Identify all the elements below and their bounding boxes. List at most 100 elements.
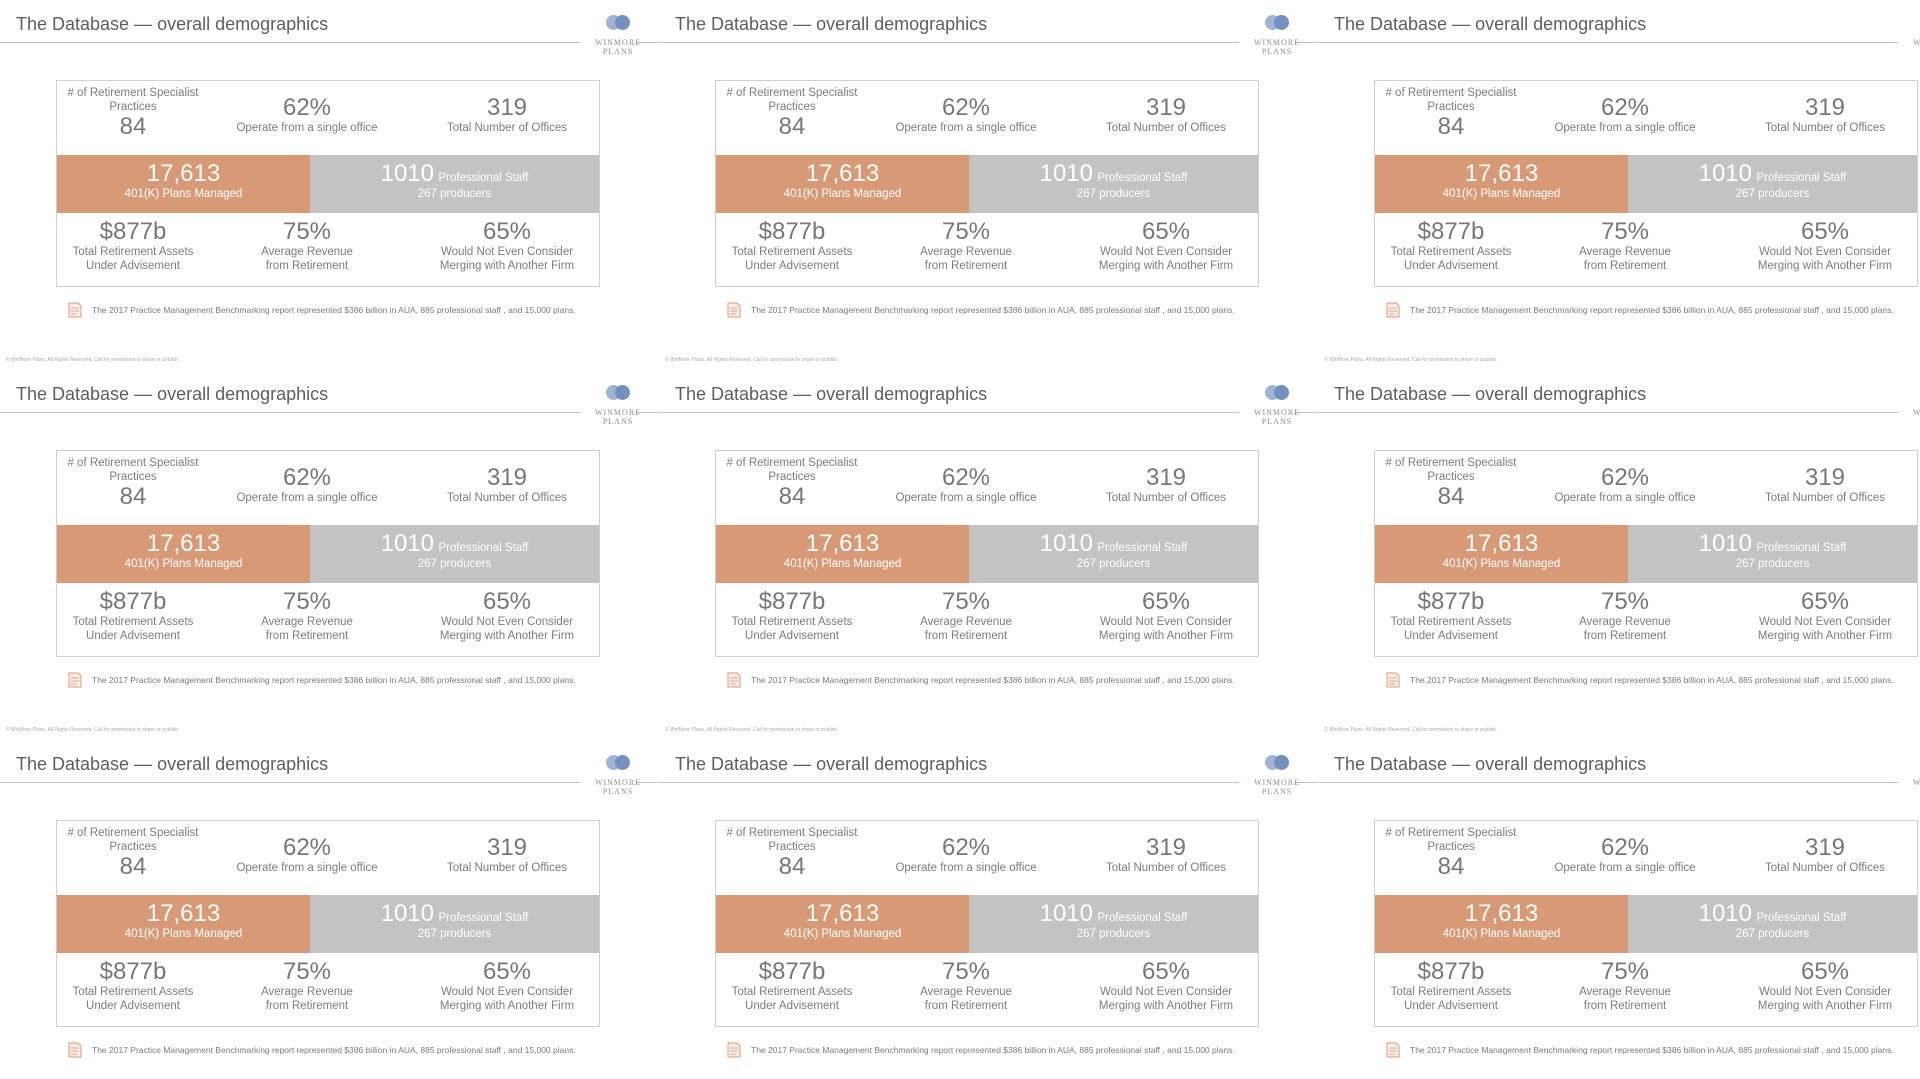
- merging-label-line2: Merging with Another Firm: [1757, 630, 1893, 642]
- revenue-label-line1: Average Revenue: [261, 616, 353, 628]
- staff-band: 1010 Professional Staff 267 producers: [969, 895, 1258, 953]
- practices-value: 84: [119, 853, 147, 880]
- staff-sub-label: 267 producers: [417, 188, 492, 200]
- merging-value: 65%: [482, 218, 532, 245]
- practices-stat: # of Retirement Specialist Practices 84: [716, 86, 868, 140]
- assets-value: $877b: [99, 218, 167, 245]
- title-underline: [0, 782, 580, 783]
- slide-thumbnail[interactable]: The Database — overall demographics WINM…: [659, 370, 1317, 740]
- footnote-text: The 2017 Practice Management Benchmarkin…: [1410, 675, 1894, 685]
- slide-thumbnail[interactable]: The Database — overall demographics WINM…: [1318, 370, 1920, 740]
- slide-thumbnail[interactable]: The Database — overall demographics WINM…: [1318, 0, 1920, 370]
- title-underline-right: [1295, 42, 1317, 43]
- winmore-logo-icon: [606, 755, 634, 773]
- staff-label: Professional Staff: [438, 912, 529, 924]
- demographics-card: # of Retirement Specialist Practices 84 …: [1374, 80, 1918, 287]
- assets-label-line1: Total Retirement Assets: [731, 246, 853, 258]
- winmore-logo-icon: [606, 385, 634, 403]
- plans-value: 17,613: [146, 160, 221, 187]
- assets-value: $877b: [99, 588, 167, 615]
- document-icon: [727, 672, 741, 688]
- footnote-text: The 2017 Practice Management Benchmarkin…: [1410, 305, 1894, 315]
- merging-stat: 65% Would Not Even Consider Merging with…: [1076, 959, 1256, 1013]
- slide-thumbnail[interactable]: The Database — overall demographics WINM…: [0, 740, 658, 1079]
- winmore-logo: WINMORE PLANS: [1249, 15, 1305, 59]
- revenue-label-line2: from Retirement: [924, 260, 1008, 272]
- title-underline: [1318, 412, 1898, 413]
- single-office-value: 62%: [941, 464, 991, 491]
- staff-band: 1010 Professional Staff 267 producers: [969, 525, 1258, 583]
- offices-value: 319: [486, 834, 528, 861]
- practices-label-line1: # of Retirement Specialist: [67, 87, 199, 99]
- offices-label: Total Number of Offices: [1765, 122, 1885, 134]
- assets-value: $877b: [758, 588, 826, 615]
- offices-value: 319: [1145, 834, 1187, 861]
- offices-stat: 319 Total Number of Offices: [417, 835, 597, 875]
- logo-text-line2: PLANS: [602, 787, 634, 796]
- staff-sub-label: 267 producers: [1076, 558, 1151, 570]
- practices-label-line1: # of Retirement Specialist: [67, 827, 199, 839]
- revenue-label-line1: Average Revenue: [1579, 986, 1671, 998]
- merging-stat: 65% Would Not Even Consider Merging with…: [1735, 589, 1915, 643]
- slide-thumbnail[interactable]: The Database — overall demographics WINM…: [0, 0, 658, 370]
- offices-stat: 319 Total Number of Offices: [417, 465, 597, 505]
- demographics-card: # of Retirement Specialist Practices 84 …: [1374, 820, 1918, 1027]
- revenue-label-line2: from Retirement: [924, 1000, 1008, 1012]
- demographics-card: # of Retirement Specialist Practices 84 …: [715, 80, 1259, 287]
- slide-thumbnail[interactable]: The Database — overall demographics WINM…: [659, 740, 1317, 1079]
- offices-label: Total Number of Offices: [447, 122, 567, 134]
- assets-label-line1: Total Retirement Assets: [1390, 616, 1512, 628]
- practices-label-line2: Practices: [109, 841, 157, 853]
- copyright-text: © WinMore Plans. All Rights Reserved. Ca…: [665, 727, 839, 733]
- practices-value: 84: [778, 853, 806, 880]
- revenue-label-line2: from Retirement: [1583, 630, 1667, 642]
- staff-value: 1010: [1698, 160, 1752, 187]
- assets-value: $877b: [758, 958, 826, 985]
- staff-value: 1010: [1039, 160, 1093, 187]
- logo-text-line2: PLANS: [1261, 787, 1293, 796]
- slide-title: The Database — overall demographics: [16, 14, 329, 34]
- plans-band: 17,613 401(K) Plans Managed: [716, 895, 969, 953]
- logo-text-line1: WINMORE: [1912, 778, 1920, 787]
- assets-stat: $877b Total Retirement Assets Under Advi…: [1375, 959, 1527, 1013]
- assets-stat: $877b Total Retirement Assets Under Advi…: [1375, 589, 1527, 643]
- winmore-logo: WINMORE PLANS: [1249, 755, 1305, 799]
- assets-label-line1: Total Retirement Assets: [72, 986, 194, 998]
- offices-stat: 319 Total Number of Offices: [1076, 835, 1256, 875]
- assets-value: $877b: [1417, 218, 1485, 245]
- slide-thumbnail[interactable]: The Database — overall demographics WINM…: [659, 0, 1317, 370]
- practices-stat: # of Retirement Specialist Practices 84: [1375, 826, 1527, 880]
- single-office-label: Operate from a single office: [1554, 862, 1696, 874]
- slide-thumbnail[interactable]: The Database — overall demographics WINM…: [1318, 740, 1920, 1079]
- logo-text-line2: PLANS: [1261, 47, 1293, 56]
- practices-stat: # of Retirement Specialist Practices 84: [1375, 86, 1527, 140]
- offices-stat: 319 Total Number of Offices: [1076, 465, 1256, 505]
- assets-label-line2: Under Advisement: [1404, 1000, 1498, 1012]
- slide-title: The Database — overall demographics: [1334, 754, 1647, 774]
- single-office-stat: 62% Operate from a single office: [876, 465, 1056, 505]
- title-underline-right: [1295, 412, 1317, 413]
- practices-stat: # of Retirement Specialist Practices 84: [57, 86, 209, 140]
- assets-value: $877b: [99, 958, 167, 985]
- merging-label-line1: Would Not Even Consider: [1758, 616, 1892, 628]
- offices-value: 319: [1804, 464, 1846, 491]
- demographics-card: # of Retirement Specialist Practices 84 …: [56, 80, 600, 287]
- offices-label: Total Number of Offices: [447, 492, 567, 504]
- merging-label-line1: Would Not Even Consider: [1099, 986, 1233, 998]
- title-underline: [659, 412, 1239, 413]
- single-office-stat: 62% Operate from a single office: [1535, 95, 1715, 135]
- revenue-stat: 75% Average Revenue from Retirement: [886, 589, 1046, 643]
- assets-label-line2: Under Advisement: [86, 630, 180, 642]
- practices-label-line1: # of Retirement Specialist: [726, 87, 858, 99]
- single-office-value: 62%: [282, 94, 332, 121]
- single-office-label: Operate from a single office: [236, 122, 378, 134]
- demographics-card: # of Retirement Specialist Practices 84 …: [56, 450, 600, 657]
- slide-thumbnail[interactable]: The Database — overall demographics WINM…: [0, 370, 658, 740]
- title-underline: [1318, 782, 1898, 783]
- logo-text-line2: PLANS: [1908, 787, 1920, 796]
- assets-label-line1: Total Retirement Assets: [72, 246, 194, 258]
- single-office-stat: 62% Operate from a single office: [217, 835, 397, 875]
- staff-band: 1010 Professional Staff 267 producers: [310, 525, 599, 583]
- copyright-text: © WinMore Plans. All Rights Reserved. Ca…: [1324, 357, 1498, 363]
